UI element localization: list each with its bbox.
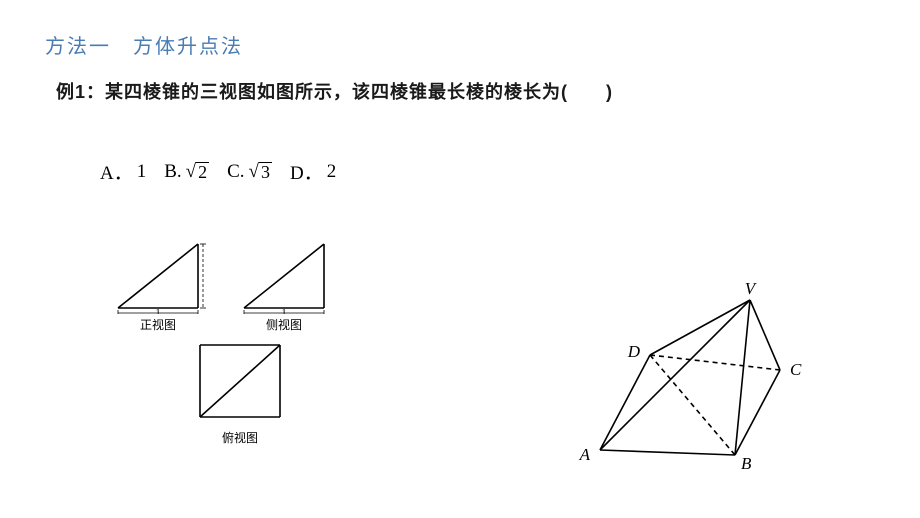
front-view-svg: 1 bbox=[110, 240, 206, 314]
option-b-radicand: 2 bbox=[196, 162, 209, 181]
example-prefix: 例1： bbox=[56, 82, 105, 102]
options-row: A． 1 B. √2 C. √3 D． 2 bbox=[100, 158, 336, 185]
pyramid-diagram: V A B C D bbox=[560, 280, 810, 480]
side-view-caption: 侧视图 bbox=[266, 316, 302, 333]
option-d: D． 2 bbox=[290, 158, 336, 185]
front-view: 1 正视图 bbox=[110, 240, 206, 333]
option-b-label: B. bbox=[164, 161, 181, 183]
three-views: 1 正视图 1 侧视图 俯视图 bbox=[110, 240, 370, 446]
option-a-label: A． bbox=[100, 158, 133, 185]
example-line: 例1：某四棱锥的三视图如图所示，该四棱锥最长棱的棱长为( ) bbox=[56, 78, 613, 104]
svg-text:V: V bbox=[745, 280, 758, 298]
svg-text:D: D bbox=[627, 342, 641, 361]
sqrt-icon: √2 bbox=[186, 162, 209, 181]
top-view: 俯视图 bbox=[110, 341, 370, 446]
top-view-svg bbox=[192, 341, 288, 427]
option-a-value: 1 bbox=[137, 161, 147, 183]
front-view-caption: 正视图 bbox=[140, 316, 176, 333]
svg-text:1: 1 bbox=[156, 308, 161, 314]
svg-text:A: A bbox=[579, 445, 591, 464]
pyramid-svg: V A B C D bbox=[560, 280, 810, 480]
top-view-caption: 俯视图 bbox=[222, 429, 258, 446]
option-c-label: C. bbox=[227, 161, 244, 183]
svg-text:1: 1 bbox=[282, 308, 287, 314]
option-d-label: D． bbox=[290, 158, 323, 185]
option-d-value: 2 bbox=[327, 161, 337, 183]
option-b: B. √2 bbox=[164, 161, 209, 183]
svg-text:C: C bbox=[790, 360, 802, 379]
example-text: 某四棱锥的三视图如图所示，该四棱锥最长棱的棱长为( ) bbox=[105, 82, 613, 102]
sqrt-icon: √3 bbox=[249, 162, 272, 181]
option-a: A． 1 bbox=[100, 158, 146, 185]
option-c: C. √3 bbox=[227, 161, 272, 183]
method-title: 方法一 方体升点法 bbox=[45, 30, 243, 59]
side-view: 1 侧视图 bbox=[236, 240, 332, 333]
option-c-radicand: 3 bbox=[259, 162, 272, 181]
svg-text:B: B bbox=[741, 454, 752, 473]
side-view-svg: 1 bbox=[236, 240, 332, 314]
